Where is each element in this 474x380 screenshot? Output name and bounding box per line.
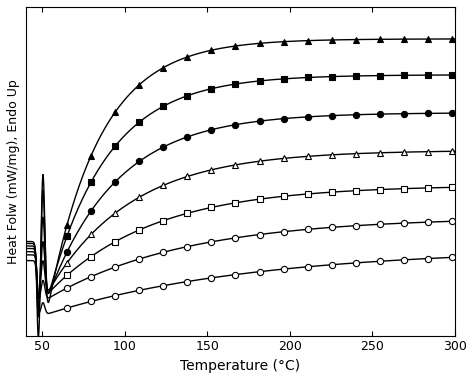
X-axis label: Temperature (°C): Temperature (°C) <box>180 359 301 373</box>
Y-axis label: Heat Folw (mW/mg), Endo Up: Heat Folw (mW/mg), Endo Up <box>7 79 20 264</box>
